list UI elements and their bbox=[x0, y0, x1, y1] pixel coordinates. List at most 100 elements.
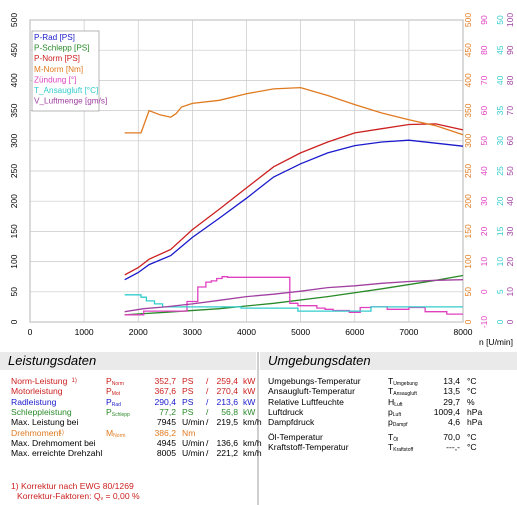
left-tick-label: 100 bbox=[9, 254, 19, 268]
data-panel: Leistungsdaten Umgebungsdaten Norm-Leist… bbox=[0, 352, 517, 505]
row-symbol: MNorm bbox=[106, 427, 126, 439]
row-value-1: 77,2 bbox=[159, 406, 176, 417]
row-value-1: 386,2 bbox=[154, 427, 176, 438]
env-label: Ansaugluft-Temperatur bbox=[268, 386, 355, 397]
leistungsdaten-header: Leistungsdaten bbox=[0, 352, 256, 370]
right-tick-label-1: 250 bbox=[463, 164, 473, 178]
env-label: Kraftstoff-Temperatur bbox=[268, 441, 349, 452]
row-unit-1: PS bbox=[182, 406, 194, 417]
env-unit: °C bbox=[467, 386, 477, 397]
right-tick-label-4: 80 bbox=[505, 75, 515, 85]
env-unit: % bbox=[467, 396, 475, 407]
legend-item: Zündung [°] bbox=[34, 75, 76, 84]
x-tick-label: 6000 bbox=[345, 327, 364, 337]
row-symbol: PMot bbox=[106, 386, 121, 398]
row-unit-1: U/min bbox=[182, 417, 205, 428]
row-sep: / bbox=[206, 396, 209, 407]
row-symbol: PSchlepp bbox=[106, 406, 130, 418]
x-tick-label: 8000 bbox=[454, 327, 473, 337]
right-tick-label-4: 10 bbox=[505, 287, 515, 297]
right-tick-label-2: 90 bbox=[479, 15, 489, 25]
row-label: Schleppleistung bbox=[11, 406, 72, 417]
row-value-1: 290,4 bbox=[154, 396, 176, 407]
row-unit-2: km/h bbox=[243, 448, 262, 459]
right-tick-label-1: 0 bbox=[463, 319, 473, 324]
row-unit-2: kW bbox=[243, 376, 256, 386]
row-unit-2: km/h bbox=[243, 437, 262, 448]
left-tick-label: 300 bbox=[9, 133, 19, 147]
row-symbol: PNorm bbox=[106, 376, 124, 387]
x-tick-label: 4000 bbox=[237, 327, 256, 337]
footnote-2-value: = 0,00 % bbox=[105, 491, 140, 501]
right-tick-label-2: 0 bbox=[479, 289, 489, 294]
footnote-line-2: Korrektur-Faktoren: Qv = 0,00 % bbox=[17, 491, 140, 504]
row-unit-2: kW bbox=[243, 396, 256, 407]
row-label: Drehmoment bbox=[11, 427, 61, 438]
row-symbol: PRad bbox=[106, 396, 121, 408]
left-tick-label: 450 bbox=[9, 43, 19, 57]
series-line-zndung bbox=[124, 276, 463, 316]
right-tick-label-1: 200 bbox=[463, 194, 473, 208]
legend-item: P-Schlepp [PS] bbox=[34, 44, 90, 53]
env-label: Luftdruck bbox=[268, 406, 304, 417]
right-tick-label-2: 40 bbox=[479, 166, 489, 176]
env-unit: hPa bbox=[467, 406, 483, 417]
right-tick-label-1: 150 bbox=[463, 224, 473, 238]
row-label: Max. Drehmoment bei bbox=[11, 437, 96, 448]
env-label: Dampfdruck bbox=[268, 417, 315, 428]
env-value: 29,7 bbox=[443, 396, 460, 407]
right-tick-label-4: 20 bbox=[505, 257, 515, 267]
right-tick-label-1: 300 bbox=[463, 133, 473, 147]
legend-item: P-Rad [PS] bbox=[34, 33, 75, 42]
env-value: 4,6 bbox=[448, 417, 460, 428]
row-value-2: 56,8 bbox=[221, 406, 238, 417]
env-symbol: pDampf bbox=[388, 417, 408, 429]
right-tick-label-2: -10 bbox=[479, 316, 489, 329]
legend-item: V_Luftmenge [gm/s] bbox=[34, 97, 107, 106]
env-unit: °C bbox=[467, 376, 477, 386]
env-value: 13,5 bbox=[443, 386, 460, 397]
row-sep: / bbox=[206, 448, 209, 459]
row-sep: / bbox=[206, 376, 209, 386]
env-unit: hPa bbox=[467, 417, 483, 428]
row-value-2: 270,4 bbox=[216, 386, 238, 397]
right-tick-label-2: 20 bbox=[479, 226, 489, 236]
row-unit-2: kW bbox=[243, 386, 256, 397]
left-tick-label: 500 bbox=[9, 13, 19, 27]
row-value-1: 367,6 bbox=[154, 386, 176, 397]
chart-series bbox=[124, 86, 464, 316]
right-tick-label-4: 60 bbox=[505, 136, 515, 146]
right-tick-label-1: 500 bbox=[463, 13, 473, 27]
panel-divider bbox=[257, 352, 259, 505]
left-tick-label: 150 bbox=[9, 224, 19, 238]
right-tick-label-1: 400 bbox=[463, 73, 473, 87]
env-unit: °C bbox=[467, 441, 477, 452]
env-symbol: TAnsaugluft bbox=[388, 386, 417, 398]
footnote-2-text: Korrektur-Faktoren: Q bbox=[17, 491, 101, 501]
env-symbol: pLuft bbox=[388, 406, 402, 418]
right-tick-label-4: 90 bbox=[505, 45, 515, 55]
env-value: 1009,4 bbox=[433, 406, 460, 417]
series-line-tansaugluft bbox=[124, 294, 463, 312]
right-tick-label-3: 35 bbox=[495, 106, 505, 116]
row-value-1: 4945 bbox=[156, 437, 176, 448]
env-label: Öl-Temperatur bbox=[268, 431, 323, 442]
row-unit-1: U/min bbox=[182, 437, 205, 448]
env-symbol: TUmgebung bbox=[388, 376, 418, 387]
row-unit-2: kW bbox=[243, 406, 256, 417]
left-tick-label: 350 bbox=[9, 103, 19, 117]
footnote-2-sub: v bbox=[100, 496, 104, 502]
right-tick-label-4: 70 bbox=[505, 106, 515, 116]
left-tick-label: 0 bbox=[9, 319, 19, 324]
right-tick-label-4: 50 bbox=[505, 166, 515, 176]
right-tick-label-3: 10 bbox=[495, 257, 505, 267]
right-tick-label-3: 5 bbox=[495, 289, 505, 294]
right-tick-label-1: 50 bbox=[463, 287, 473, 297]
env-value: 13,4 bbox=[443, 376, 460, 386]
row-label: Max. Leistung bei bbox=[11, 417, 79, 428]
row-label: Norm-Leistung bbox=[11, 376, 68, 386]
right-tick-label-1: 350 bbox=[463, 103, 473, 117]
x-tick-label: 0 bbox=[28, 327, 33, 337]
x-tick-label: 7000 bbox=[399, 327, 418, 337]
